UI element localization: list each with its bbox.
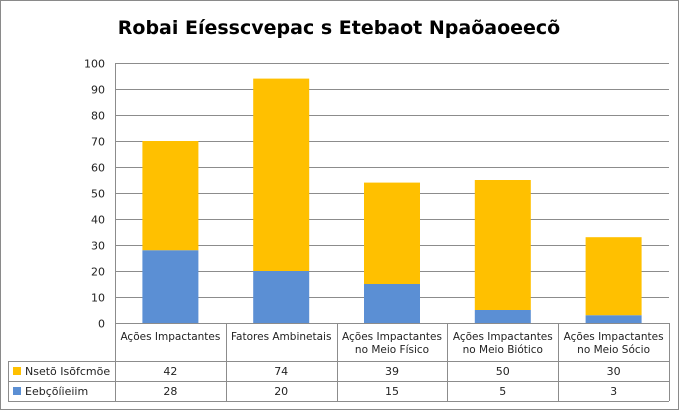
y-tick-label: 10 xyxy=(91,292,105,305)
x-tick-label: Ações Impactantes no Meio Sócio xyxy=(564,331,664,356)
data-label: 50 xyxy=(496,365,510,378)
data-label: 3 xyxy=(610,385,617,398)
y-tick-label: 0 xyxy=(98,318,105,331)
y-tick-label: 60 xyxy=(91,162,105,175)
data-label: 15 xyxy=(385,385,399,398)
bar xyxy=(585,315,642,323)
data-label: 30 xyxy=(607,365,621,378)
x-tick-label: Ações Impactantes no Meio Físico xyxy=(342,331,442,356)
y-tick-label: 50 xyxy=(91,188,105,201)
bars xyxy=(142,78,642,323)
bar xyxy=(364,182,420,284)
y-tick-label: 20 xyxy=(91,266,105,279)
data-label: 28 xyxy=(163,385,177,398)
bar xyxy=(364,284,420,323)
y-tick-label: 90 xyxy=(91,84,105,97)
legend-key xyxy=(13,387,21,395)
data-label: 20 xyxy=(274,385,288,398)
y-tick-label: 40 xyxy=(91,214,105,227)
legend-key xyxy=(13,367,21,375)
x-tick-label: Fatores Ambinetais xyxy=(231,331,331,343)
bar xyxy=(253,271,310,323)
data-label: 5 xyxy=(499,385,506,398)
bar xyxy=(142,141,199,251)
bar xyxy=(474,310,531,323)
y-tick-label: 30 xyxy=(91,240,105,253)
bar xyxy=(474,180,531,310)
y-tick-label: 100 xyxy=(84,58,105,71)
axes: 0 10 20 30 40 50 60 70 80 90 100 Ações Impactantes F… xyxy=(84,58,669,401)
y-tick-label: 70 xyxy=(91,136,105,149)
data-table: Nsetõ Isõfcmõe 42 74 39 50 30 Eebçõíieiim 28 20 1… xyxy=(8,323,670,402)
x-tick-label: Ações Impactantes no Meio Biótico xyxy=(453,331,553,356)
chart-title: Robai Eíesscvepac s Etebaot Npaõaoeecõ xyxy=(118,17,560,39)
x-tick-label: Ações Impactantes xyxy=(120,331,220,343)
y-tick-label: 80 xyxy=(91,110,105,123)
bar xyxy=(585,237,642,316)
legend-label: Eebçõíieiim xyxy=(25,385,88,398)
data-label: 39 xyxy=(385,365,399,378)
legend-label: Nsetõ Isõfcmõe xyxy=(25,365,110,378)
data-label: 74 xyxy=(274,365,288,378)
bar xyxy=(253,78,310,271)
bar xyxy=(142,250,199,323)
data-label: 42 xyxy=(163,365,177,378)
